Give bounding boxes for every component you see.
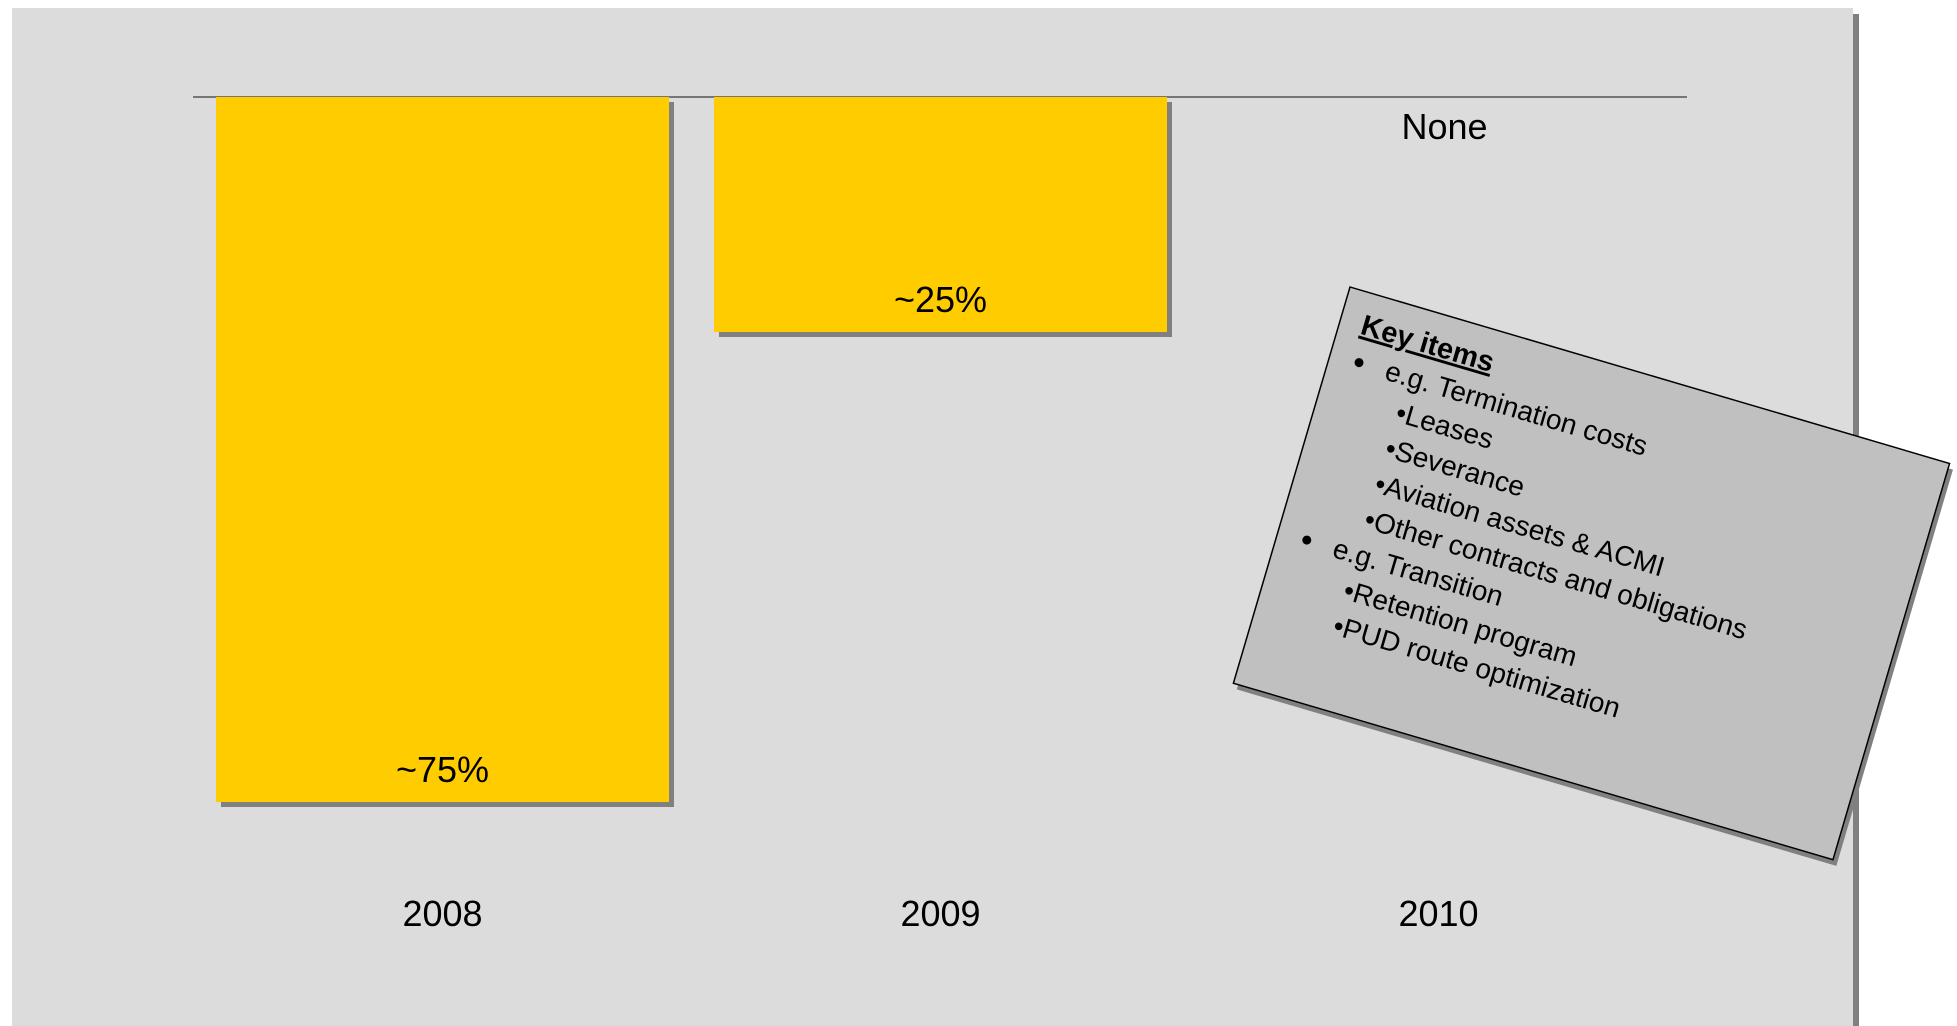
callout-box [1232,286,1951,861]
value-label: ~75% [396,749,489,790]
callout: Key items e.g. Termination costs•Leases•… [1232,286,1953,866]
x-tick-label: 2008 [402,893,482,934]
value-label: ~25% [894,279,987,320]
value-label: None [1401,106,1487,147]
bar [714,97,1167,332]
x-tick-label: 2009 [900,893,980,934]
bar [216,97,669,802]
x-tick-label: 2010 [1398,893,1478,934]
bullet [1354,358,1364,368]
bullet [1302,535,1312,545]
